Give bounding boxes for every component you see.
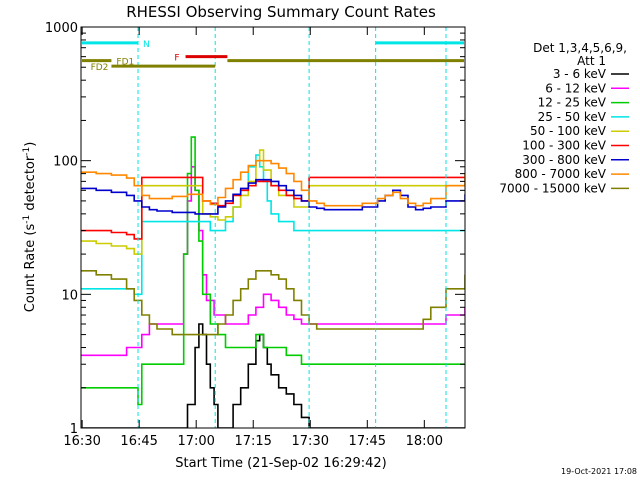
legend-label-50-100-kev: 50 - 100 keV [530,124,607,138]
x-tick-label: 17:00 [177,434,214,449]
y-axis-ticks: 1 10 100 1000 [45,21,465,437]
legend-label-100-300-kev: 100 - 300 keV [522,139,606,153]
y-axis-label: Count Rate (s-1 detector-1) [22,142,38,313]
series-line-300-800-kev [81,178,465,215]
flag-label-fd2: FD2 [91,63,109,73]
series-layer [81,27,465,428]
observing-flag-bars: N F FD1 FD2 [82,40,464,73]
y-tick-label: 1000 [45,21,78,36]
series-line-50-100-kev [81,149,465,255]
x-tick-label: 16:45 [120,434,157,449]
chart-title: RHESSI Observing Summary Count Rates [126,3,436,21]
legend-label-12-25-kev: 12 - 25 keV [538,96,607,110]
series-line-7000-15000-kev [81,270,465,336]
y-tick-label: 100 [53,155,78,170]
legend-label-800-7000-kev: 800 - 7000 keV [515,167,607,181]
x-tick-label: 16:30 [63,434,100,449]
flag-label-f: F [174,54,179,64]
legend-label-6-12-kev: 6 - 12 keV [545,81,607,95]
generation-timestamp: 19-Oct-2021 17:08 [561,467,637,476]
legend-label-3-6-kev: 3 - 6 keV [553,67,607,81]
x-tick-label: 17:30 [292,434,329,449]
x-tick-label: 18:00 [406,434,443,449]
x-tick-label: 17:15 [234,434,271,449]
legend-label-300-800-kev: 300 - 800 keV [522,153,606,167]
y-tick-label: 10 [61,288,78,303]
series-line-3-6-kev [81,323,465,428]
series-line-800-7000-kev [81,159,465,207]
series-line-25-50-kev [81,154,465,296]
flag-label-n: N [143,40,150,50]
legend-title-line-2: Att 1 [577,54,606,68]
legend-label-7000-15000-kev: 7000 - 15000 keV [499,181,606,195]
y-tick-label: 1 [70,422,78,437]
flag-label-fd1: FD1 [116,58,134,68]
legend-title-line-1: Det 1,3,4,5,6,9, [533,41,627,55]
series-line-100-300-kev [81,176,465,240]
x-axis-label: Start Time (21-Sep-02 16:29:42) [175,456,386,471]
series-line-6-12-kev [81,166,465,357]
legend-label-25-50-kev: 25 - 50 keV [538,110,607,124]
plot-frame [80,26,466,429]
x-tick-label: 17:45 [349,434,386,449]
x-axis-ticks: 16:30 16:45 17:00 17:15 17:30 17:45 18:00 [63,27,443,449]
series-line-12-25-kev [81,136,465,406]
